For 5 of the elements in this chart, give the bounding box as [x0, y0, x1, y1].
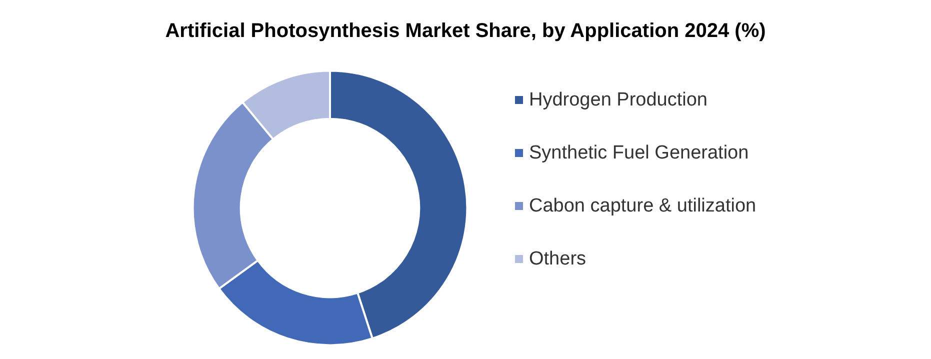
legend-label: Hydrogen Production [529, 90, 708, 110]
legend-label: Others [529, 248, 586, 270]
legend-label: Cabon capture & utilization [529, 196, 756, 216]
chart-title: Artificial Photosynthesis Market Share, by Application 2024 (%) [165, 20, 766, 42]
legend-label: Synthetic Fuel Generation [529, 142, 749, 164]
